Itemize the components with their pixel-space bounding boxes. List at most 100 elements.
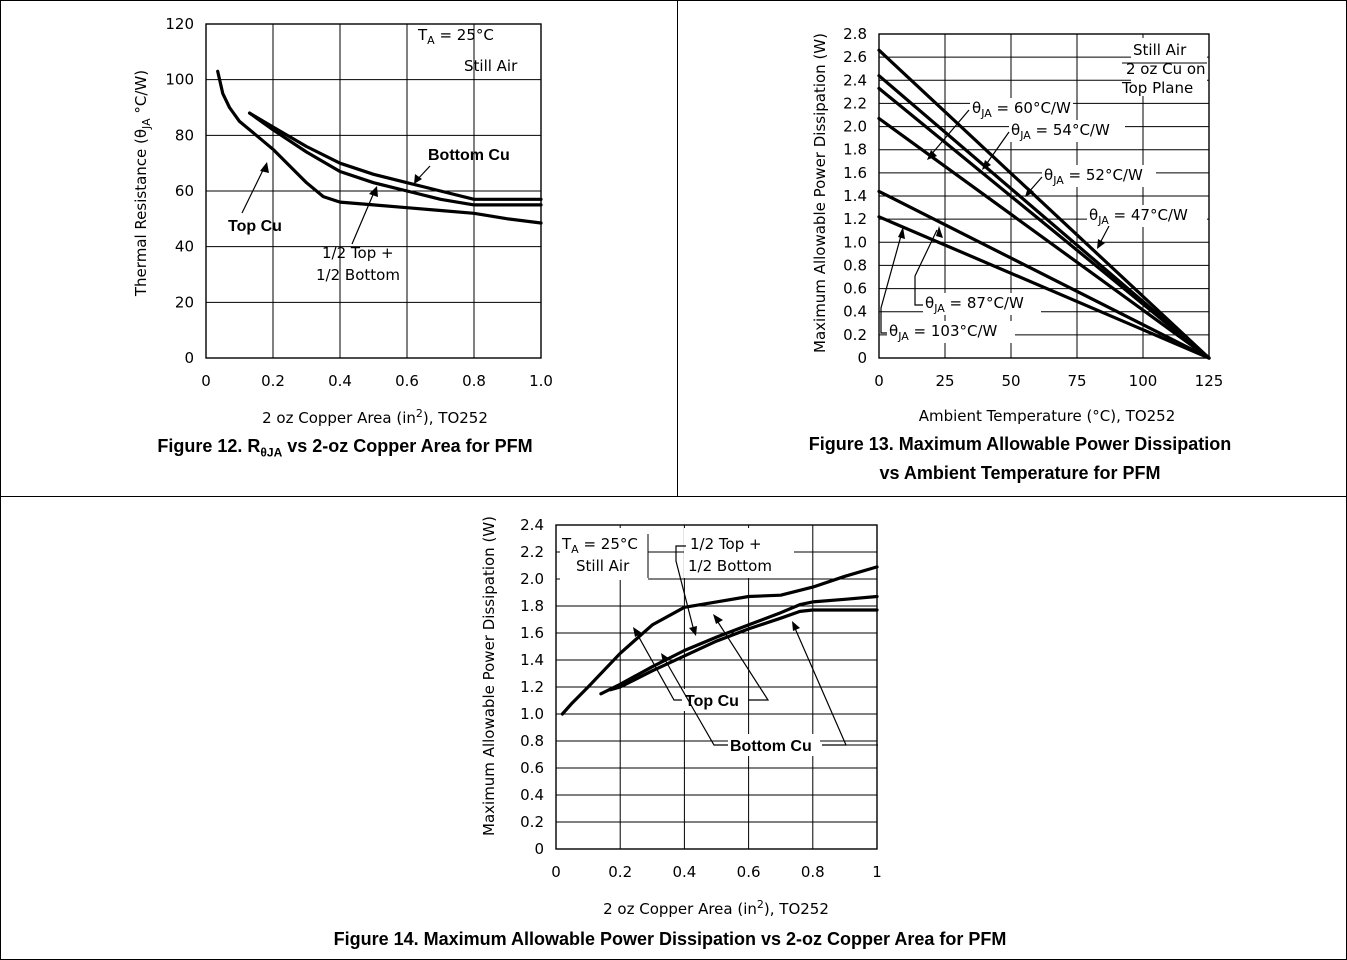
series-line-1-2-top-1-2-bottom	[248, 111, 543, 207]
figure-13-chart: 0 25 50 75 100 125 0 0.2 0.4 0.6 0.8 1.0 1.2 1.4 1.6 1.…	[811, 25, 1224, 425]
figure-14-caption: Figure 14. Maximum Allowable Power Dissi…	[333, 929, 1007, 949]
figure-13-caption: Figure 13. Maximum Allowable Power Dissi…	[808, 434, 1232, 483]
series-line-top-cu	[216, 69, 543, 225]
bottom-cu-leader-left	[663, 657, 728, 746]
figure-12-caption: Figure 12. RθJA vs 2-oz Copper Area for …	[157, 436, 533, 460]
arrow-87	[936, 226, 943, 238]
leader-60	[929, 109, 970, 157]
bottom-cu-leader-right	[793, 625, 847, 746]
y-tick-label: 2.2	[520, 543, 544, 561]
x-tick-label: 0.6	[737, 863, 761, 881]
y-tick-label: 1.6	[520, 624, 544, 642]
y-tick-label: 0.2	[520, 813, 544, 831]
y-tick-label: 0	[184, 349, 194, 367]
fig13-x-axis-label: Ambient Temperature (°C), TO252	[919, 407, 1176, 425]
label-87-bg	[923, 293, 1041, 315]
x-tick-label: 0.4	[328, 372, 352, 390]
label-103-bg	[887, 321, 1015, 343]
bottom-cu-arrow-left	[661, 653, 670, 663]
half-box-bg	[684, 528, 794, 578]
x-tick-label: 0	[201, 372, 211, 390]
half-arrow	[689, 626, 697, 636]
x-tick-label: 0.2	[261, 372, 285, 390]
y-tick-label: 2.4	[520, 516, 544, 534]
top-cu-leader	[241, 165, 266, 214]
series-line--ja-60-c-w	[877, 116, 1211, 360]
y-tick-label: 1.2	[520, 678, 544, 696]
y-tick-label: 1.6	[843, 164, 867, 182]
y-tick-label: 60	[175, 182, 194, 200]
top-cu-arrow-right	[713, 614, 723, 624]
x-tick-label: 0	[874, 372, 884, 390]
y-tick-label: 1.0	[843, 233, 867, 251]
arrow-47	[1097, 239, 1105, 249]
still-air-box-bg	[1131, 38, 1207, 96]
series-line-bottom-cu	[609, 608, 879, 692]
half-bottom-label: 1/2 Bottom	[316, 266, 400, 284]
y-tick-label: 1.8	[843, 141, 867, 159]
arrow-54	[982, 160, 991, 170]
fig13-y-axis-label: Maximum Allowable Power Dissipation (W)	[811, 33, 829, 353]
y-tick-label: 0.6	[843, 280, 867, 298]
bottom-cu-bg	[728, 734, 820, 756]
figure-14-chart: 0 0.2 0.4 0.6 0.8 1 0 0.2 0.4 0.6 0.8 1.0 1.2 1.4 1.6 1…	[480, 516, 882, 918]
fig14-y-axis-label: Maximum Allowable Power Dissipation (W)	[480, 516, 498, 836]
series-line-1-2-top-1-2-bottom	[560, 565, 879, 716]
half-leader	[351, 189, 376, 245]
arrow-60	[927, 150, 937, 160]
y-tick-label: 1.8	[520, 597, 544, 615]
x-tick-label: 25	[935, 372, 954, 390]
half-arrow	[369, 186, 378, 197]
y-tick-label: 2.0	[843, 118, 867, 136]
x-tick-label: 100	[1129, 372, 1158, 390]
series-line--ja-103-c-w	[877, 215, 1211, 360]
y-tick-label: 2.6	[843, 48, 867, 66]
figure-12-chart: 0 0.2 0.4 0.6 0.8 1.0 0 20 40 60 80 100 120 TA = 25°…	[132, 15, 553, 427]
series-line-top-cu	[599, 594, 879, 696]
y-tick-label: 0.2	[843, 326, 867, 344]
y-tick-label: 0	[857, 349, 867, 367]
leader-54	[984, 131, 1010, 167]
fig14-x-axis-label: 2 oz Copper Area (in2), TO252	[603, 898, 829, 918]
y-tick-label: 0.6	[520, 759, 544, 777]
plot-frame	[878, 33, 1210, 359]
plot-frame	[205, 23, 542, 359]
fig12-x-axis-label: 2 oz Copper Area (in2), TO252	[262, 407, 488, 427]
leader-87	[914, 229, 938, 306]
half-top-label: 1/2 Top +	[322, 244, 394, 262]
top-cu-label: Top Cu	[228, 218, 282, 235]
x-tick-label: 0.4	[672, 863, 696, 881]
fig12-y-axis-label: Thermal Resistance (θJA °C/W)	[132, 70, 153, 297]
top-plane-label: Top Plane	[1121, 79, 1193, 97]
bottom-cu-arrow-right	[792, 621, 800, 631]
arrow-103	[898, 227, 905, 239]
x-tick-label: 125	[1195, 372, 1224, 390]
y-tick-label: 0.8	[843, 256, 867, 274]
ta-label: TA = 25°C	[561, 535, 638, 556]
half-bottom-label: 1/2 Bottom	[688, 557, 772, 575]
top-cu-arrow	[260, 162, 269, 173]
x-tick-label: 1.0	[529, 372, 553, 390]
top-cu-label: Top Cu	[685, 693, 739, 710]
x-tick-label: 75	[1067, 372, 1086, 390]
theta-87-label: θJA = 87°C/W	[925, 294, 1024, 315]
theta-60-label: θJA = 60°C/W	[972, 99, 1071, 120]
half-top-label: 1/2 Top +	[690, 535, 762, 553]
still-air-label: Still Air	[464, 57, 518, 75]
label-47-bg	[1087, 205, 1207, 227]
y-tick-label: 120	[165, 15, 194, 33]
y-tick-label: 2.2	[843, 94, 867, 112]
y-tick-label: 2.0	[520, 570, 544, 588]
y-tick-label: 2.8	[843, 25, 867, 43]
y-tick-label: 0.8	[520, 732, 544, 750]
x-tick-label: 50	[1001, 372, 1020, 390]
series-line--ja-47-c-w	[877, 48, 1211, 360]
label-54-bg	[1009, 120, 1125, 142]
ta-box-bg	[560, 528, 648, 580]
theta-52-label: θJA = 52°C/W	[1044, 166, 1143, 187]
bottom-cu-label: Bottom Cu	[428, 147, 510, 164]
y-tick-label: 0	[534, 840, 544, 858]
theta-103-label: θJA = 103°C/W	[889, 322, 998, 343]
y-tick-label: 20	[175, 293, 194, 311]
y-tick-label: 0.4	[520, 786, 544, 804]
